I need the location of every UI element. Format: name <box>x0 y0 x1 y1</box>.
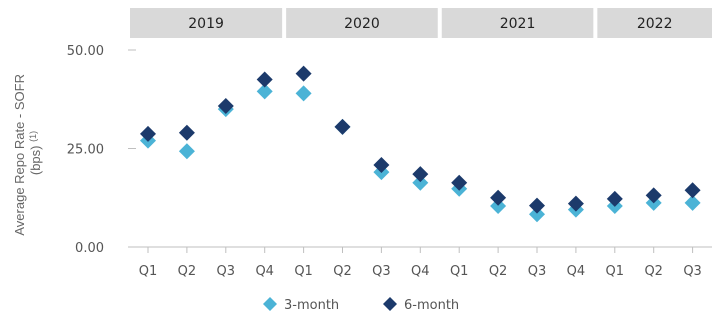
y-axis-label-footnote: (1) <box>28 131 38 142</box>
legend-marker <box>263 297 277 311</box>
legend-label: 3-month <box>284 298 339 313</box>
point-6-month <box>217 97 234 114</box>
point-3-month <box>295 85 312 102</box>
point-6-month <box>645 187 662 204</box>
year-label: 2020 <box>344 16 380 32</box>
x-tick-label: Q1 <box>606 264 625 279</box>
point-3-month <box>684 194 701 211</box>
data-points <box>140 65 701 223</box>
point-6-month <box>684 182 701 199</box>
x-tick-label: Q1 <box>139 264 158 279</box>
point-6-month <box>256 71 273 88</box>
point-3-month <box>490 198 507 215</box>
point-3-month <box>256 83 273 100</box>
point-6-month <box>606 190 623 207</box>
x-tick-label: Q4 <box>411 264 430 279</box>
point-6-month <box>529 197 545 214</box>
legend: 3-month 6-month <box>263 297 459 313</box>
x-tick-label: Q3 <box>528 264 547 279</box>
x-tick-label: Q1 <box>450 264 469 279</box>
x-tick-label: Q1 <box>294 264 313 279</box>
x-tick-label: Q3 <box>217 264 236 279</box>
year-label: 2021 <box>500 16 536 32</box>
point-6-month <box>490 189 507 206</box>
x-tick-label: Q2 <box>178 264 197 279</box>
y-axis: Average Repo Rate - SOFR (bps) (1) 0.00 2… <box>12 44 136 256</box>
point-6-month <box>295 65 312 82</box>
point-6-month <box>412 166 429 183</box>
legend-marker <box>383 297 397 311</box>
y-axis-label-line2: (bps) <box>28 146 43 176</box>
point-6-month <box>140 125 156 142</box>
legend-label: 6-month <box>404 298 459 313</box>
point-3-month <box>412 174 429 191</box>
year-header-2021 <box>441 8 594 38</box>
x-tick-label: Q4 <box>255 264 274 279</box>
year-label: 2019 <box>188 16 224 32</box>
x-tick-label: Q2 <box>644 264 663 279</box>
year-header-2022 <box>597 8 712 38</box>
point-3-month <box>529 206 545 223</box>
x-tick-label: Q3 <box>683 264 702 279</box>
y-tick-label: 25.00 <box>67 143 104 158</box>
point-6-month <box>334 118 351 135</box>
point-6-month <box>451 174 468 191</box>
point-3-month <box>178 143 195 160</box>
year-label: 2022 <box>637 16 673 32</box>
year-header-2020 <box>286 8 438 38</box>
x-axis: Q1 Q2 Q3 Q4 Q1 Q2 Q3 Q4 Q1 Q2 Q3 Q4 Q1 Q2 Q3 <box>128 246 712 279</box>
y-tick-label: 0.00 <box>75 241 104 256</box>
x-tick-label: Q3 <box>372 264 391 279</box>
y-axis-label: Average Repo Rate - SOFR (bps) (1) <box>12 70 43 235</box>
year-header-2019 <box>130 8 283 38</box>
x-tick-label: Q2 <box>489 264 508 279</box>
y-axis-label-line1: Average Repo Rate - SOFR <box>12 74 27 236</box>
x-tick-label: Q4 <box>567 264 586 279</box>
y-tick-label: 50.00 <box>67 44 104 59</box>
x-tick-label: Q2 <box>333 264 352 279</box>
point-6-month <box>567 195 584 212</box>
point-6-month <box>373 157 390 174</box>
year-header-bar: 2019 2020 2021 2022 <box>130 8 712 38</box>
point-6-month <box>178 124 195 141</box>
